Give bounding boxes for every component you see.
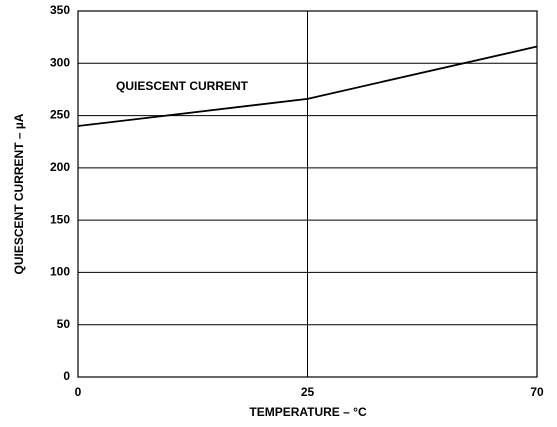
y-tick-label: 250 xyxy=(50,108,70,122)
y-axis-label: QUIESCENT CURRENT – µA xyxy=(12,113,26,274)
y-tick-label: 0 xyxy=(63,369,70,383)
x-tick-label: 25 xyxy=(301,385,315,399)
y-tick-label: 200 xyxy=(50,160,70,174)
x-tick-label: 0 xyxy=(75,385,82,399)
y-tick-label: 350 xyxy=(50,3,70,17)
x-tick-label: 70 xyxy=(530,385,544,399)
annotation: QUIESCENT CURRENT xyxy=(116,79,249,93)
y-tick-label: 300 xyxy=(50,55,70,69)
y-tick-label: 100 xyxy=(50,265,70,279)
data-line xyxy=(77,45,538,127)
x-axis-label: TEMPERATURE – °C xyxy=(249,405,367,419)
y-tick-label: 50 xyxy=(57,317,71,331)
y-tick-label: 150 xyxy=(50,212,70,226)
